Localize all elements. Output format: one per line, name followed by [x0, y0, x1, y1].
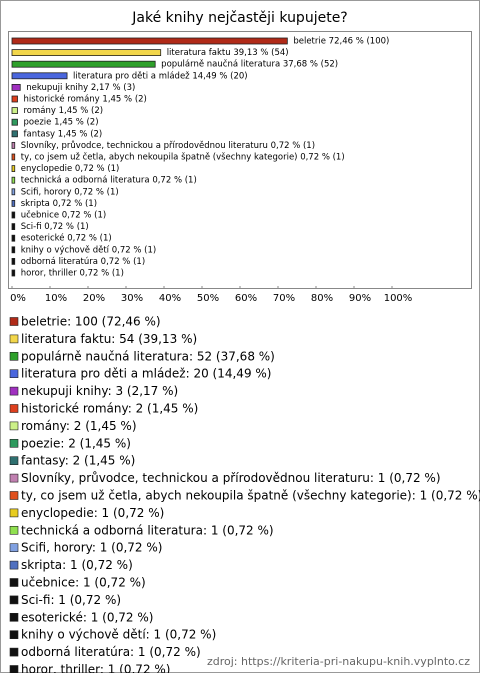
legend-label: historické romány: 2 (1,45 %): [21, 402, 198, 416]
x-tick-label: 100%: [384, 293, 413, 304]
bar-label: fantasy 1,45 % (2): [24, 129, 103, 139]
bar: [11, 60, 156, 68]
x-tick-label: 90%: [349, 293, 371, 304]
bar-label: literatura faktu 39,13 % (54): [167, 48, 289, 58]
x-tick-label: 70%: [273, 293, 295, 304]
bar-label: nekupuji knihy 2,17 % (3): [26, 83, 135, 93]
legend-label: romány: 2 (1,45 %): [21, 419, 137, 433]
legend-label: poezie: 2 (1,45 %): [21, 436, 131, 450]
legend-swatch: [9, 578, 19, 587]
legend-swatch: [9, 647, 19, 657]
x-tick-label: 40%: [159, 293, 181, 304]
bar-label: romány 1,45 % (2): [24, 106, 104, 116]
legend-label: literatura faktu: 54 (39,13 %): [21, 332, 197, 346]
bar-label: enyclopedie 0,72 % (1): [21, 164, 120, 174]
legend-label: esoterické: 1 (0,72 %): [21, 610, 153, 624]
legend-swatch: [9, 351, 19, 361]
legend-label: literatura pro děti a mládež: 20 (14,49 …: [21, 367, 271, 381]
bar-label: Sci-fi 0,72 % (1): [21, 222, 89, 232]
legend-swatch: [9, 543, 19, 553]
legend-label: technická a odborná literatura: 1 (0,72 …: [21, 523, 274, 537]
bar-label: beletrie 72,46 % (100): [293, 37, 389, 47]
legend-swatch: [9, 525, 19, 535]
x-tick-label: 80%: [311, 293, 333, 304]
bar: [11, 234, 16, 242]
legend-swatch: [9, 421, 19, 431]
legend-swatch: [9, 665, 19, 674]
legend-label: populárně naučná literatura: 52 (37,68 %…: [21, 349, 275, 363]
bar-label: Scifi, horory 0,72 % (1): [21, 187, 119, 197]
bar-label: odborná literatúra 0,72 % (1): [21, 257, 145, 267]
bar: [11, 72, 68, 80]
bar-label: knihy o výchově dětí 0,72 % (1): [21, 245, 156, 255]
x-tick-label: 50%: [197, 293, 219, 304]
bar: [11, 257, 16, 265]
legend-label: odborná literatúra: 1 (0,72 %): [21, 645, 201, 659]
legend-label: Slovníky, průvodce, technickou a přírodo…: [21, 471, 441, 485]
bar: [11, 199, 16, 207]
legend-label: učebnice: 1 (0,72 %): [21, 576, 146, 590]
source: zdroj: https://kriteria-pri-nakupu-knih.…: [207, 655, 470, 668]
bar-label: Slovníky, průvodce, technickou a přírodo…: [21, 140, 315, 151]
legend-swatch: [9, 491, 19, 500]
bar-label: učebnice 0,72 % (1): [21, 210, 107, 221]
bar: [11, 107, 18, 114]
legend-label: knihy o výchově dětí: 1 (0,72 %): [21, 628, 216, 642]
legend-label: fantasy: 2 (1,45 %): [21, 454, 135, 468]
bar: [11, 37, 288, 45]
bar-label: ty, co jsem už četla, abych nekoupila šp…: [21, 152, 345, 163]
bar-label: technická a odborná literatura 0,72 % (1…: [21, 176, 197, 186]
legend-label: beletrie: 100 (72,46 %): [21, 315, 161, 329]
bar: [11, 130, 18, 138]
bar: [11, 118, 18, 126]
x-tick-label: 60%: [235, 293, 257, 304]
legend-label: Sci-fi: 1 (0,72 %): [21, 593, 121, 607]
bar: [11, 188, 16, 196]
x-tick-label: 20%: [83, 293, 105, 304]
legend-swatch: [9, 334, 19, 344]
bar: [11, 49, 162, 56]
x-tick-label: 30%: [121, 293, 143, 304]
bar: [11, 246, 16, 254]
x-tick-label: 10%: [45, 293, 67, 304]
bar-label: esoterické 0,72 % (1): [21, 233, 112, 244]
legend-swatch: [9, 630, 19, 640]
plot-frame: [8, 31, 472, 289]
bar: [11, 165, 16, 173]
bar-label: literatura pro děti a mládež 14,49 % (20…: [73, 71, 248, 81]
legend-swatch: [9, 612, 19, 622]
bar-label: skripta 0,72 % (1): [21, 199, 97, 209]
bar-label: historické romány 1,45 % (2): [24, 94, 147, 105]
bar: [11, 84, 21, 91]
legend-swatch: [9, 404, 19, 413]
legend-swatch: [9, 456, 19, 466]
legend-swatch: [9, 508, 19, 518]
legend-swatch: [9, 595, 19, 605]
bar: [11, 176, 16, 184]
bar: [11, 211, 16, 219]
bar: [11, 223, 16, 231]
legend-label: enyclopedie: 1 (0,72 %): [21, 506, 164, 520]
legend-swatch: [9, 386, 19, 396]
bar: [11, 153, 16, 161]
bar: [11, 141, 16, 149]
legend-label: horor, thriller: 1 (0,72 %): [21, 663, 170, 674]
bar: [11, 95, 18, 103]
legend-label: Scifi, horory: 1 (0,72 %): [21, 541, 162, 555]
x-tick-label: 0%: [10, 293, 26, 304]
legend-swatch: [9, 473, 19, 483]
legend-swatch: [9, 438, 19, 448]
legend-swatch: [9, 560, 19, 570]
legend-swatch: [9, 369, 19, 379]
bar-label: populárně naučná literatura 37,68 % (52): [161, 59, 338, 70]
chart-title: Jaké knihy nejčastěji kupujete?: [131, 10, 347, 26]
legend-swatch: [9, 317, 19, 326]
bar: [11, 269, 16, 277]
legend-label: skripta: 1 (0,72 %): [21, 558, 133, 572]
bar-label: horor, thriller 0,72 % (1): [21, 269, 124, 279]
legend-label: nekupuji knihy: 3 (2,17 %): [21, 384, 178, 398]
bar-label: poezie 1,45 % (2): [24, 118, 99, 128]
legend-label: ty, co jsem už četla, abych nekoupila šp…: [21, 489, 480, 503]
